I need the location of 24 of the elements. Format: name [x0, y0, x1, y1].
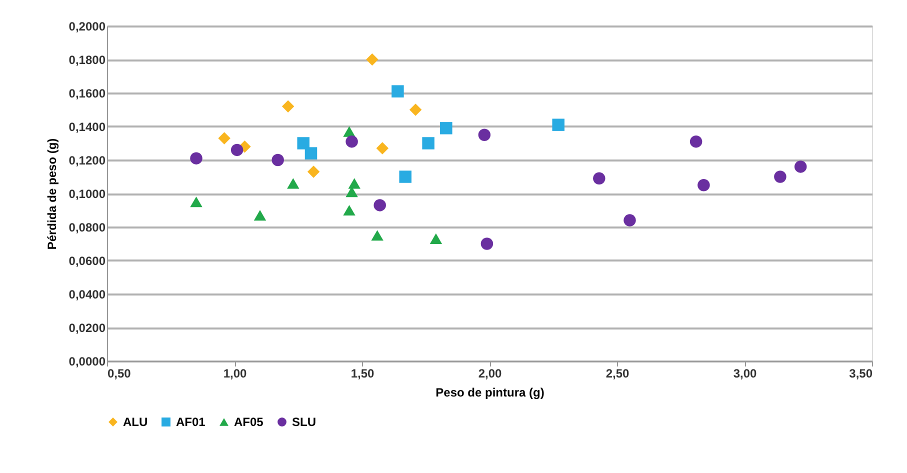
- y-tick-label: 0,1600: [68, 86, 106, 100]
- y-tick-label: 0,0200: [68, 321, 106, 335]
- legend-label: ALU: [123, 415, 148, 429]
- y-tick-label: 0,0400: [68, 288, 106, 302]
- legend-label: AF01: [176, 415, 206, 429]
- y-tick-label: 0,0600: [68, 254, 106, 268]
- x-tick-label: 1,00: [223, 366, 247, 380]
- y-axis-title: Pérdida de peso (g): [44, 138, 59, 250]
- x-tick-label: 2,00: [478, 366, 502, 380]
- x-tick-label: 1,50: [350, 366, 374, 380]
- y-tick-label: 0,2000: [68, 20, 106, 34]
- x-tick-label: 3,50: [849, 366, 873, 380]
- x-tick-label: 2,50: [606, 366, 630, 380]
- y-tick-label: 0,0800: [68, 220, 106, 234]
- x-axis-title: Peso de pintura (g): [436, 386, 544, 400]
- y-tick-label: 0,1400: [68, 120, 106, 134]
- legend-label: AF05: [234, 415, 264, 429]
- y-tick-label: 0,0000: [68, 354, 106, 368]
- x-tick-label: 3,00: [733, 366, 757, 380]
- y-tick-label: 0,1800: [68, 53, 106, 67]
- y-tick-label: 0,1200: [68, 154, 106, 168]
- y-tick-label: 0,1000: [68, 187, 106, 201]
- x-tick-label: 0,50: [108, 366, 132, 380]
- legend-label: SLU: [292, 415, 316, 429]
